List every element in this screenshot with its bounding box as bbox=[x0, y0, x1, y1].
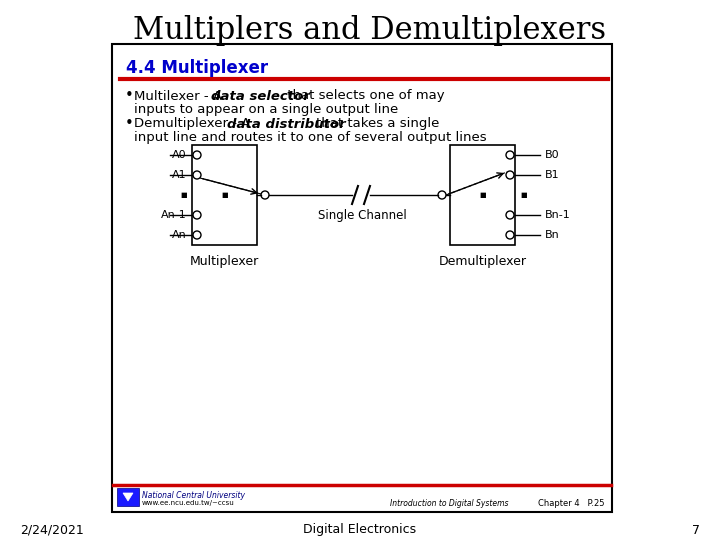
Text: Multiplexer: Multiplexer bbox=[190, 255, 259, 268]
Text: Multilexer - A: Multilexer - A bbox=[134, 90, 226, 103]
Text: A1: A1 bbox=[172, 170, 187, 180]
Text: An: An bbox=[172, 230, 187, 240]
Text: Bn-1: Bn-1 bbox=[545, 210, 571, 220]
Circle shape bbox=[261, 191, 269, 199]
Text: data selector: data selector bbox=[211, 90, 310, 103]
Bar bbox=[450, 145, 515, 245]
Text: Single Channel: Single Channel bbox=[318, 209, 406, 222]
Circle shape bbox=[506, 211, 514, 219]
Text: ■: ■ bbox=[520, 192, 526, 198]
Text: •: • bbox=[125, 89, 134, 104]
Polygon shape bbox=[123, 493, 133, 501]
Text: Bn: Bn bbox=[545, 230, 559, 240]
Text: ■: ■ bbox=[221, 192, 228, 198]
Text: Chapter 4   P.25: Chapter 4 P.25 bbox=[539, 498, 605, 508]
Text: Introduction to Digital Systems: Introduction to Digital Systems bbox=[390, 498, 508, 508]
Circle shape bbox=[193, 231, 201, 239]
Text: 7: 7 bbox=[692, 523, 700, 537]
Circle shape bbox=[506, 171, 514, 179]
Text: 4.4 Multiplexer: 4.4 Multiplexer bbox=[126, 59, 268, 77]
Text: input line and routes it to one of several output lines: input line and routes it to one of sever… bbox=[134, 131, 487, 144]
Text: Demultiplexer - A: Demultiplexer - A bbox=[134, 118, 255, 131]
Text: Digital Electronics: Digital Electronics bbox=[303, 523, 417, 537]
Bar bbox=[192, 145, 257, 245]
Text: ■: ■ bbox=[181, 192, 187, 198]
Text: National Central University: National Central University bbox=[142, 490, 245, 500]
Circle shape bbox=[438, 191, 446, 199]
Text: Multiplers and Demultiplexers: Multiplers and Demultiplexers bbox=[133, 15, 606, 45]
Text: B1: B1 bbox=[545, 170, 559, 180]
Text: 2/24/2021: 2/24/2021 bbox=[20, 523, 84, 537]
Text: •: • bbox=[125, 117, 134, 132]
Circle shape bbox=[193, 171, 201, 179]
Text: www.ee.ncu.edu.tw/~ccsu: www.ee.ncu.edu.tw/~ccsu bbox=[142, 500, 235, 506]
Text: inputs to appear on a single output line: inputs to appear on a single output line bbox=[134, 103, 398, 116]
Text: A0: A0 bbox=[172, 150, 187, 160]
Text: data distributor: data distributor bbox=[227, 118, 346, 131]
Text: that selects one of may: that selects one of may bbox=[284, 90, 445, 103]
Text: B0: B0 bbox=[545, 150, 559, 160]
Circle shape bbox=[506, 231, 514, 239]
Circle shape bbox=[506, 151, 514, 159]
Text: that takes a single: that takes a single bbox=[315, 118, 439, 131]
Bar bbox=[112, 44, 612, 512]
Text: Demultiplexer: Demultiplexer bbox=[438, 255, 526, 268]
Circle shape bbox=[193, 151, 201, 159]
Text: ■: ■ bbox=[480, 192, 486, 198]
FancyBboxPatch shape bbox=[117, 488, 139, 506]
Text: An-1: An-1 bbox=[161, 210, 187, 220]
Circle shape bbox=[193, 211, 201, 219]
